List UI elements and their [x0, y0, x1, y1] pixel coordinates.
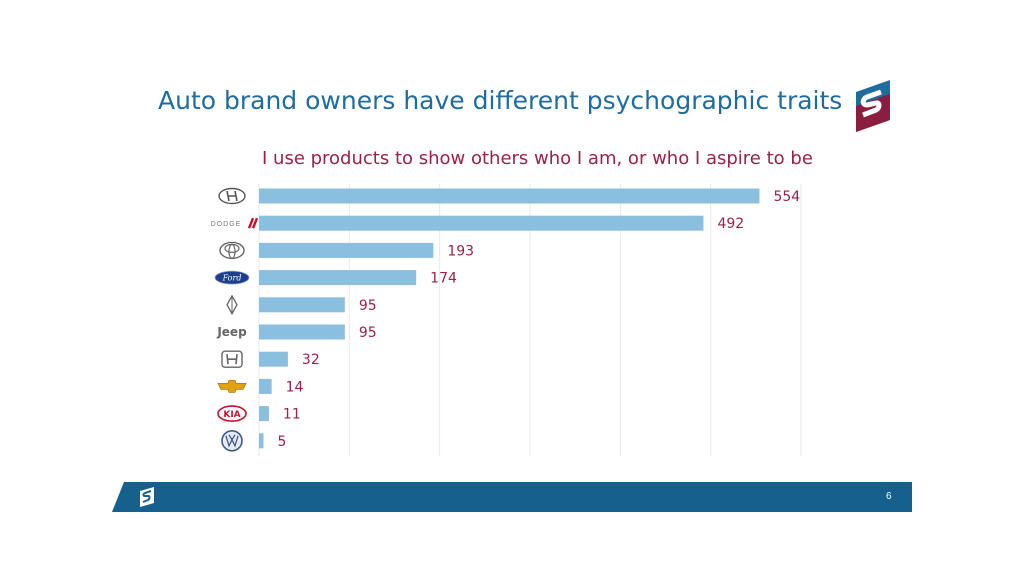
data-label: 95 [359, 298, 377, 314]
volkswagen-logo-icon [221, 429, 243, 452]
data-label: 14 [286, 379, 304, 395]
data-label: 5 [278, 434, 287, 450]
data-label: 174 [430, 271, 457, 287]
svg-text:DODGE: DODGE [211, 221, 242, 228]
bar [259, 215, 704, 231]
bar [259, 188, 760, 204]
bar [259, 242, 434, 258]
toyota-logo-icon [219, 241, 245, 260]
page-number: 6 [886, 491, 892, 502]
hyundai-logo-icon [218, 187, 246, 205]
bar [259, 324, 345, 340]
data-label: 32 [302, 352, 320, 368]
company-logo-icon [856, 80, 890, 132]
chart-title: I use products to show others who I am, … [262, 148, 813, 169]
data-label: 492 [717, 216, 744, 232]
svg-text:KIA: KIA [223, 410, 240, 420]
lincoln-logo-icon [226, 294, 238, 316]
jeep-logo-icon: Jeep [216, 325, 247, 339]
bar [259, 378, 272, 394]
bar [259, 433, 264, 449]
svg-text:Jeep: Jeep [216, 325, 247, 339]
ford-logo-icon: Ford [214, 270, 250, 285]
footer-logo-icon [140, 487, 154, 507]
data-label: 11 [283, 407, 301, 423]
kia-logo-icon: KIA [217, 405, 247, 422]
chevrolet-logo-icon [217, 379, 247, 393]
bar [259, 270, 417, 286]
slide-title: Auto brand owners have different psychog… [158, 86, 843, 115]
footer-bar [112, 482, 912, 512]
data-label: 95 [359, 325, 377, 341]
honda-logo-icon [221, 350, 243, 368]
svg-text:Ford: Ford [222, 274, 242, 283]
bar [259, 406, 269, 422]
dodge-logo-icon: DODGE [211, 217, 259, 229]
bar [259, 297, 345, 313]
bar [259, 351, 288, 367]
data-label: 193 [447, 243, 474, 259]
data-label: 554 [773, 189, 800, 205]
